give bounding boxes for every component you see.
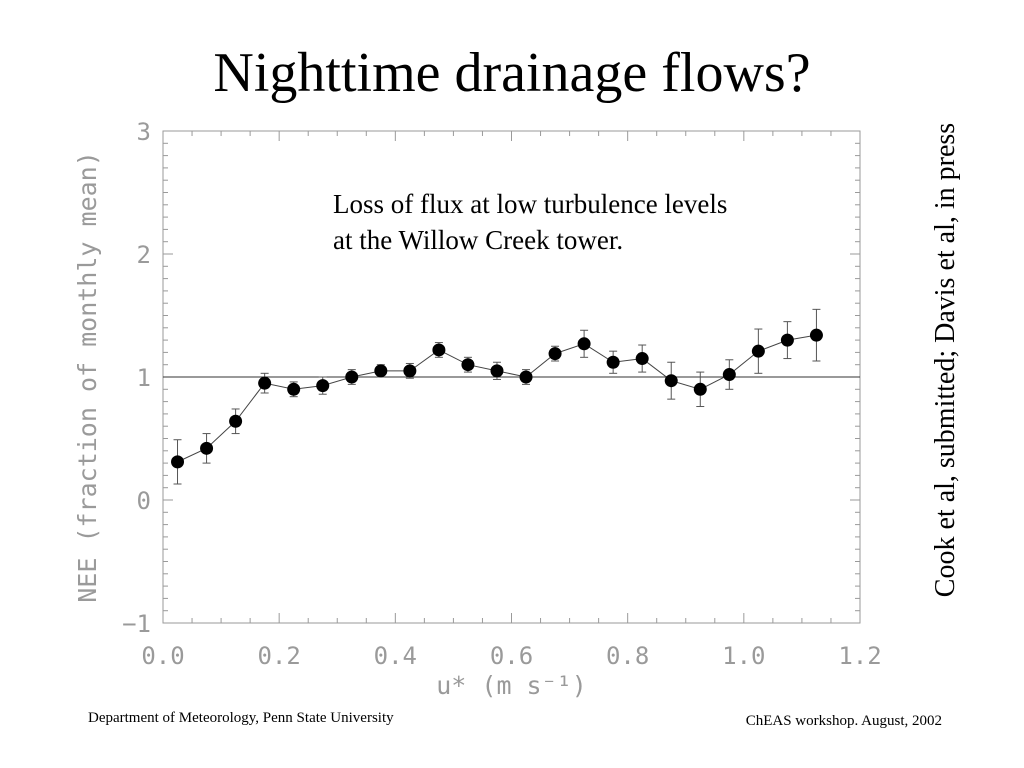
data-point	[287, 382, 301, 396]
data-point	[200, 441, 214, 455]
data-point	[374, 364, 388, 378]
data-point	[635, 352, 649, 366]
y-tick-label: −1	[122, 610, 151, 638]
data-point	[548, 347, 562, 361]
data-point	[693, 382, 707, 396]
y-tick-label: 2	[137, 241, 151, 269]
series-line	[177, 334, 817, 463]
x-tick-label: 0.8	[606, 642, 649, 670]
data-point	[171, 455, 185, 469]
footer-workshop: ChEAS workshop. August, 2002	[745, 713, 942, 729]
x-tick-label: 0.0	[141, 642, 184, 670]
citation: Cook et al, submitted; Davis et al, in p…	[930, 122, 961, 598]
data-point	[461, 358, 475, 372]
data-point	[490, 364, 504, 378]
data-point	[519, 370, 533, 384]
y-tick-label: 3	[137, 118, 151, 146]
data-point	[403, 364, 417, 378]
data-point	[722, 368, 736, 382]
data-point	[809, 328, 823, 342]
slide-title: Nighttime drainage flows?	[213, 42, 811, 104]
annotation-line-2: at the Willow Creek tower.	[333, 225, 624, 255]
data-point	[229, 414, 243, 428]
x-tick-label: 1.2	[838, 642, 881, 670]
y-axis-label: NEE (fraction of monthly mean)	[73, 151, 102, 603]
data-point	[577, 337, 591, 351]
footer-department: Department of Meteorology, Penn State Un…	[88, 710, 394, 726]
data-point	[258, 376, 272, 390]
x-tick-label: 0.6	[490, 642, 533, 670]
y-tick-label: 0	[137, 487, 151, 515]
data-point	[780, 333, 794, 347]
data-point	[432, 343, 446, 357]
annotation: Loss of flux at low turbulence levels at…	[333, 186, 727, 258]
data-point	[751, 344, 765, 358]
data-point	[345, 370, 359, 384]
annotation-line-1: Loss of flux at low turbulence levels	[333, 189, 728, 219]
y-tick-label: 1	[137, 364, 151, 392]
x-tick-label: 1.0	[722, 642, 765, 670]
x-axis-label: u* (m s⁻¹)	[436, 671, 587, 700]
data-point	[664, 374, 678, 388]
data-point	[316, 379, 330, 393]
data-point	[606, 355, 620, 369]
x-tick-label: 0.4	[374, 642, 417, 670]
x-tick-label: 0.2	[257, 642, 300, 670]
